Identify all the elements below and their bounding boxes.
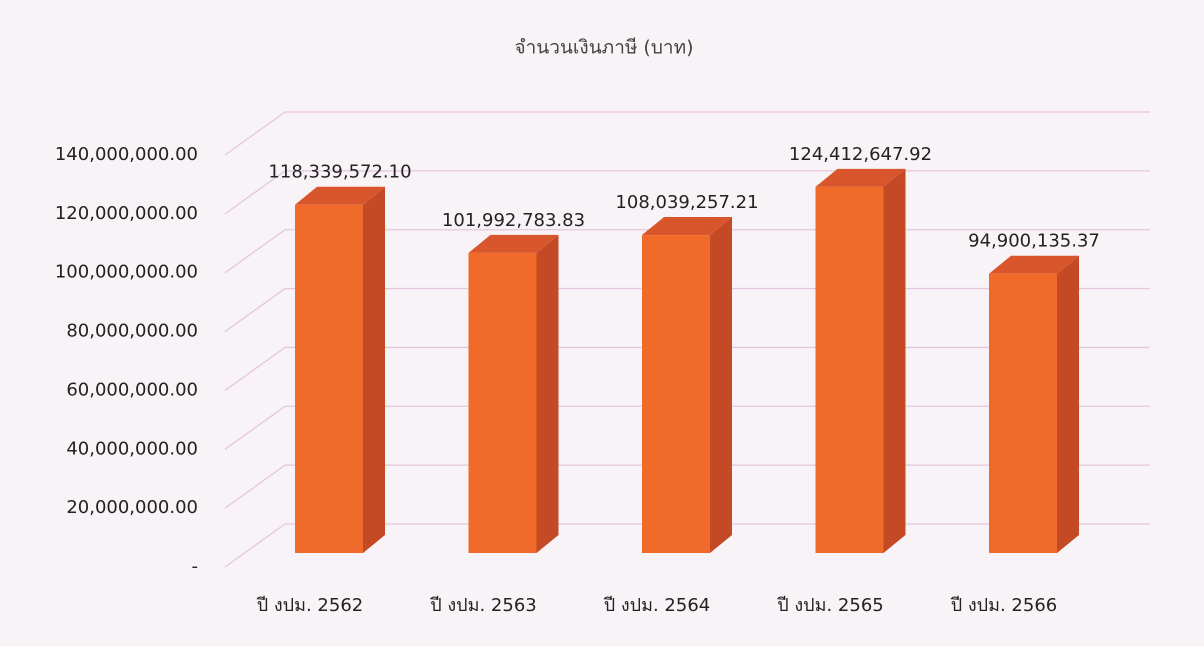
bar-front (989, 273, 1057, 553)
bar-front (642, 235, 710, 553)
y-tick-label: 140,000,000.00 (55, 144, 198, 165)
bar-side (536, 234, 559, 554)
bar-top (642, 217, 732, 236)
y-tick-label: 120,000,000.00 (55, 203, 198, 224)
data-label: 124,412,647.92 (789, 144, 932, 165)
bar-front (295, 204, 363, 554)
x-tick-label: ปี งปม. 2565 (777, 595, 884, 616)
bar-side (883, 168, 906, 554)
bar-top (468, 234, 559, 253)
y-tick-label: 100,000,000.00 (55, 262, 198, 283)
y-tick-label: 80,000,000.00 (66, 321, 198, 342)
bar (642, 217, 732, 553)
bar-top (295, 186, 385, 205)
y-tick-label: - (192, 556, 199, 577)
y-tick-label: 20,000,000.00 (66, 497, 198, 518)
x-tick-label: ปี งปม. 2563 (430, 595, 537, 616)
y-tick-label: 60,000,000.00 (66, 379, 198, 400)
x-tick-label: ปี งปม. 2562 (256, 595, 363, 616)
data-label: 94,900,135.37 (968, 231, 1100, 252)
y-tick-label: 40,000,000.00 (66, 438, 198, 459)
data-label: 108,039,257.21 (615, 192, 758, 213)
bar-side (710, 217, 732, 553)
bar-front (815, 186, 884, 554)
bar-top (989, 255, 1079, 274)
grid-line (224, 111, 1150, 156)
bar (989, 255, 1079, 553)
bar (295, 186, 385, 554)
bar-side (1057, 255, 1079, 553)
bar (815, 168, 906, 554)
bar-side (363, 186, 385, 554)
chart-title: จำนวนเงินภาษี (บาท) (514, 37, 693, 59)
data-label: 101,992,783.83 (442, 210, 585, 231)
bar-front (468, 252, 537, 554)
bar-top (815, 168, 906, 187)
x-tick-label: ปี งปม. 2564 (603, 595, 710, 616)
bar (468, 234, 559, 554)
data-label: 118,339,572.10 (268, 162, 411, 183)
x-tick-label: ปี งปม. 2566 (950, 595, 1057, 616)
